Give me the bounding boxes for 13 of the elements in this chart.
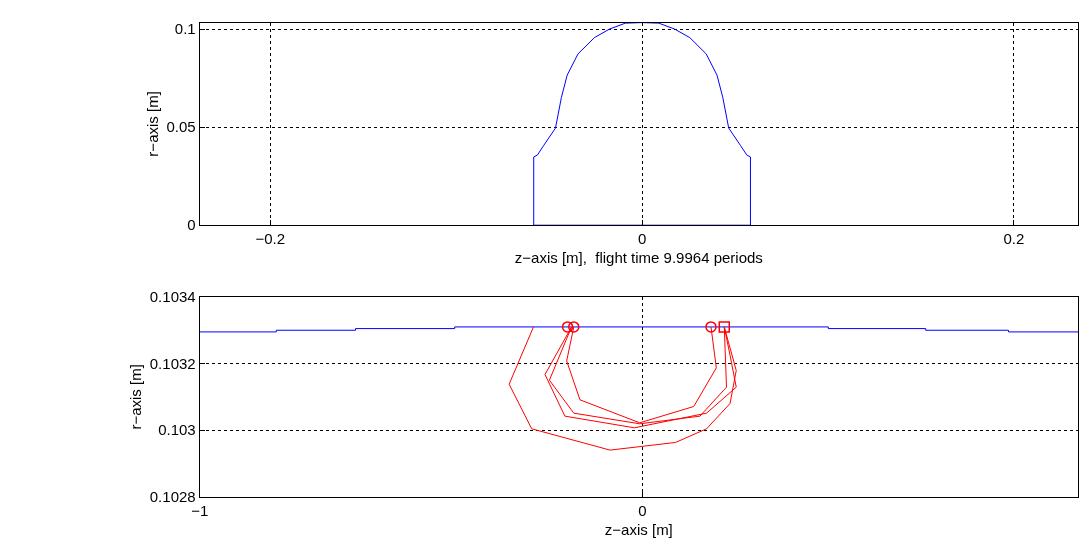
y-tick-label: 0 bbox=[187, 216, 196, 234]
x-tick-label: 0 bbox=[637, 230, 647, 248]
y-tick-label: 0.1 bbox=[174, 20, 196, 38]
y-tick-label: 0.1034 bbox=[149, 288, 196, 306]
x-tick-label: 0.2 bbox=[1003, 230, 1025, 248]
y-axis-title: r−axis [m] bbox=[127, 364, 145, 430]
y-tick-label: 0.103 bbox=[158, 421, 196, 439]
y-tick-label: 0.05 bbox=[166, 118, 196, 136]
x-axis-title: z−axis [m] bbox=[604, 520, 673, 538]
x-axis-title: z−axis [m], flight time 9.9964 periods bbox=[514, 249, 763, 267]
x-tick-label: −0.2 bbox=[255, 230, 286, 248]
y-tick-label: 0.1032 bbox=[149, 354, 196, 372]
y-axis-title: r−axis [m] bbox=[143, 91, 161, 157]
